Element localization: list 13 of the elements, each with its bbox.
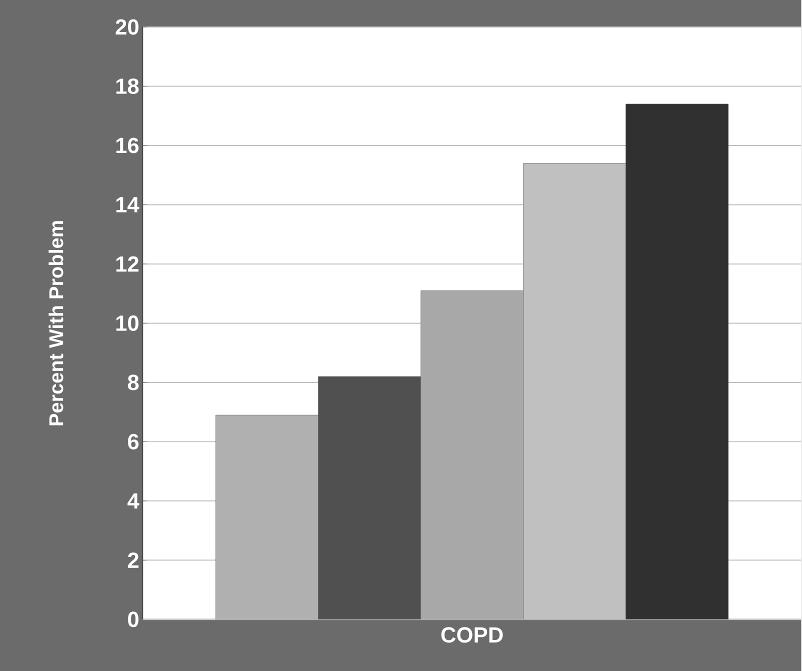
y-tick-label: 14 (116, 196, 140, 212)
y-tick-label: 8 (128, 374, 139, 390)
y-tick-label: 6 (128, 434, 139, 450)
y-tick-label: 20 (116, 19, 138, 35)
y-tick-label: 4 (128, 493, 140, 508)
y-tick-label: 0 (128, 611, 138, 627)
y-tick-label: 10 (116, 315, 138, 331)
y-tick-label: 18 (116, 78, 139, 94)
y-tick-label: 12 (116, 256, 138, 272)
y-tick-label: 2 (128, 552, 138, 568)
y-axis-title: Percent With Problem (48, 220, 64, 426)
x-tick-label: COPD (441, 626, 503, 643)
y-tick-label: 16 (116, 138, 139, 154)
